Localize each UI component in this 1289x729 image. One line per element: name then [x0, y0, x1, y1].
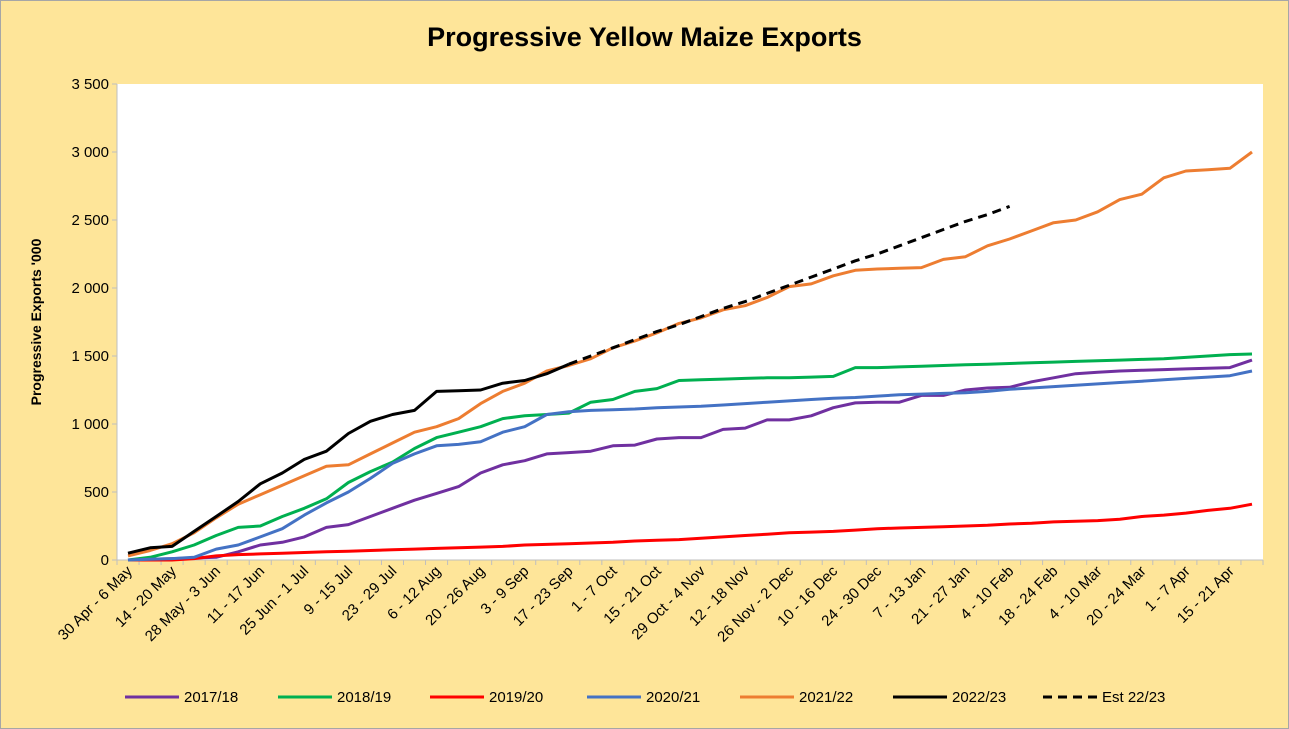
- legend-label: 2021/22: [799, 689, 853, 706]
- y-tick-label: 1 000: [71, 416, 109, 433]
- series-line-2017-18: [127, 358, 1253, 562]
- legend-label: 2022/23: [952, 689, 1006, 706]
- y-tick-label: 3 500: [71, 76, 109, 93]
- series-line-est-22-23: [568, 204, 1011, 366]
- legend-label: Est 22/23: [1102, 689, 1165, 706]
- x-tick-label: 26 Nov - 2 Dec: [714, 562, 797, 645]
- series-layer: [127, 150, 1253, 562]
- x-tick-label: 28 May - 3 Jun: [142, 563, 224, 645]
- legend-label: 2018/19: [337, 689, 391, 706]
- y-axis: 0 500 1 000 1 500 2 000 2 500 3 000 3 500: [71, 76, 118, 569]
- y-tick-label: 500: [84, 484, 109, 501]
- series-line-2019-20: [128, 502, 1253, 562]
- y-tick-label: 3 000: [71, 144, 109, 161]
- y-tick-label: 0: [101, 552, 109, 569]
- y-tick-label: 2 000: [71, 280, 109, 297]
- y-tick-label: 2 500: [71, 212, 109, 229]
- y-axis-label: Progressive Exports '000: [28, 238, 44, 405]
- legend-label: 2017/18: [184, 689, 238, 706]
- legend-label: 2020/21: [646, 689, 700, 706]
- legend-label: 2019/20: [489, 689, 543, 706]
- series-line-2022-23: [127, 362, 570, 555]
- x-tick-label: 30 Apr - 6 May: [55, 562, 136, 643]
- series-line-2018-19: [127, 352, 1253, 562]
- series-line-2020-21: [127, 369, 1253, 562]
- legend: 2017/18 2018/19 2019/20 2020/21 2021/22 2022/…: [125, 689, 1165, 706]
- y-tick-label: 1 500: [71, 348, 109, 365]
- chart-title: Progressive Yellow Maize Exports: [427, 22, 862, 52]
